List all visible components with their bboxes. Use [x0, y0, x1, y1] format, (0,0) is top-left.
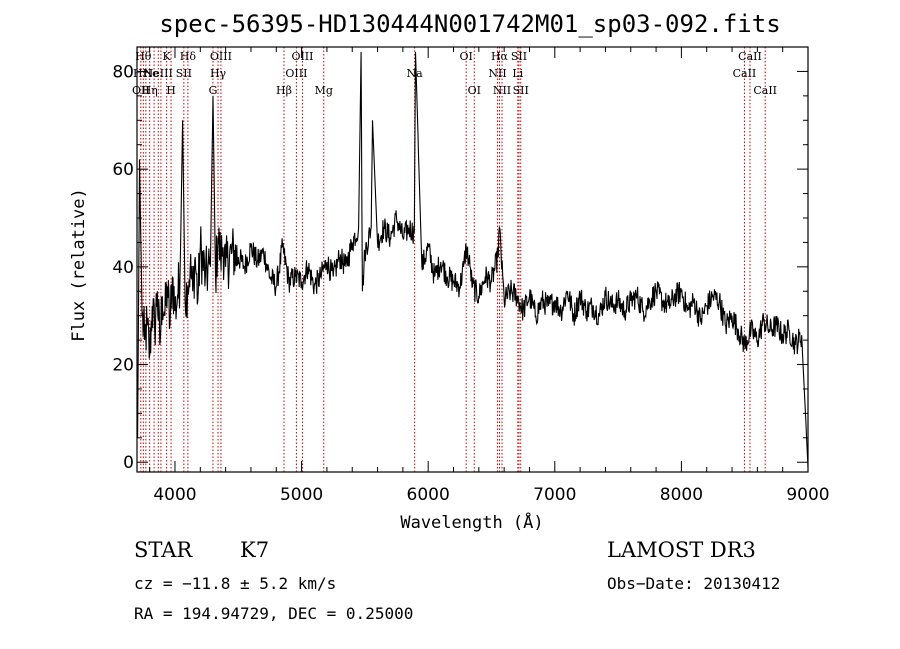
line-marker-label: SII: [511, 50, 527, 63]
x-tick-label: 8000: [660, 485, 703, 505]
line-marker-label: OIII: [210, 50, 232, 63]
x-axis-ticks: 4000 5000 6000 7000 8000 9000: [149, 47, 830, 505]
line-marker-label: Mg: [315, 84, 333, 97]
line-marker-label: Hδ: [180, 50, 197, 63]
line-marker-label: K: [163, 50, 172, 63]
y-tick-label: 0: [123, 453, 134, 473]
line-marker-label: NII: [488, 67, 506, 80]
line-marker-label: OIII: [285, 67, 307, 80]
y-tick-label: 20: [112, 356, 134, 376]
line-marker-label: CaII: [753, 84, 777, 97]
line-marker-label: H: [166, 84, 176, 97]
y-tick-label: 60: [112, 160, 134, 180]
x-tick-label: 9000: [786, 485, 829, 505]
spectral-subclass: K7: [240, 538, 270, 562]
line-marker-label: SII: [513, 84, 529, 97]
x-tick-label: 6000: [407, 485, 450, 505]
line-marker-label: CaII: [733, 67, 757, 80]
line-marker-label: OII: [132, 84, 150, 97]
line-marker-label: OI: [468, 84, 481, 97]
x-tick-label: 4000: [153, 485, 196, 505]
line-marker-label: Hθ: [135, 50, 152, 63]
x-axis-label: Wavelength (Å): [400, 511, 543, 533]
spectral-line-labels: OIIHθHHeHηNeIIIKHSIIHδGHγOIIIHβOIIIOIIIM…: [132, 50, 777, 97]
line-marker-label: Hη: [142, 84, 158, 97]
flux-series-line: [137, 51, 809, 468]
x-tick-label: 5000: [280, 485, 323, 505]
line-marker-label: NII: [493, 84, 511, 97]
line-marker-label: OI: [459, 50, 472, 63]
spectral-line-markers: [140, 47, 766, 472]
line-marker-label: G: [209, 84, 218, 97]
line-marker-label: Li: [512, 67, 523, 80]
x-tick-label: 7000: [533, 485, 576, 505]
observation-date: Obs−Date: 20130412: [607, 574, 781, 593]
line-marker-label: Hα: [491, 50, 509, 63]
line-marker-label: Hγ: [210, 67, 227, 80]
line-marker-label: CaII: [738, 50, 762, 63]
coordinates-text: RA = 194.94729, DEC = 0.25000: [134, 604, 414, 623]
y-axis-ticks: 0 20 40 60 80: [112, 62, 808, 473]
y-axis-label: Flux (relative): [69, 188, 89, 342]
chart-title: spec-56395-HD130444N001742M01_sp03-092.f…: [159, 10, 780, 38]
plot-frame: [136, 46, 809, 473]
object-class: STAR: [134, 538, 193, 562]
line-marker-label: Hβ: [276, 84, 292, 97]
line-marker-label: SII: [176, 67, 192, 80]
line-marker-label: NeIII: [144, 67, 173, 80]
redshift-text: cz = −11.8 ± 5.2 km/s: [134, 574, 337, 593]
line-marker-label: HHe: [133, 67, 159, 80]
y-tick-label: 40: [112, 258, 134, 278]
y-tick-label: 80: [112, 62, 134, 82]
survey-name: LAMOST DR3: [607, 538, 756, 562]
line-marker-label: OIII: [291, 50, 313, 63]
